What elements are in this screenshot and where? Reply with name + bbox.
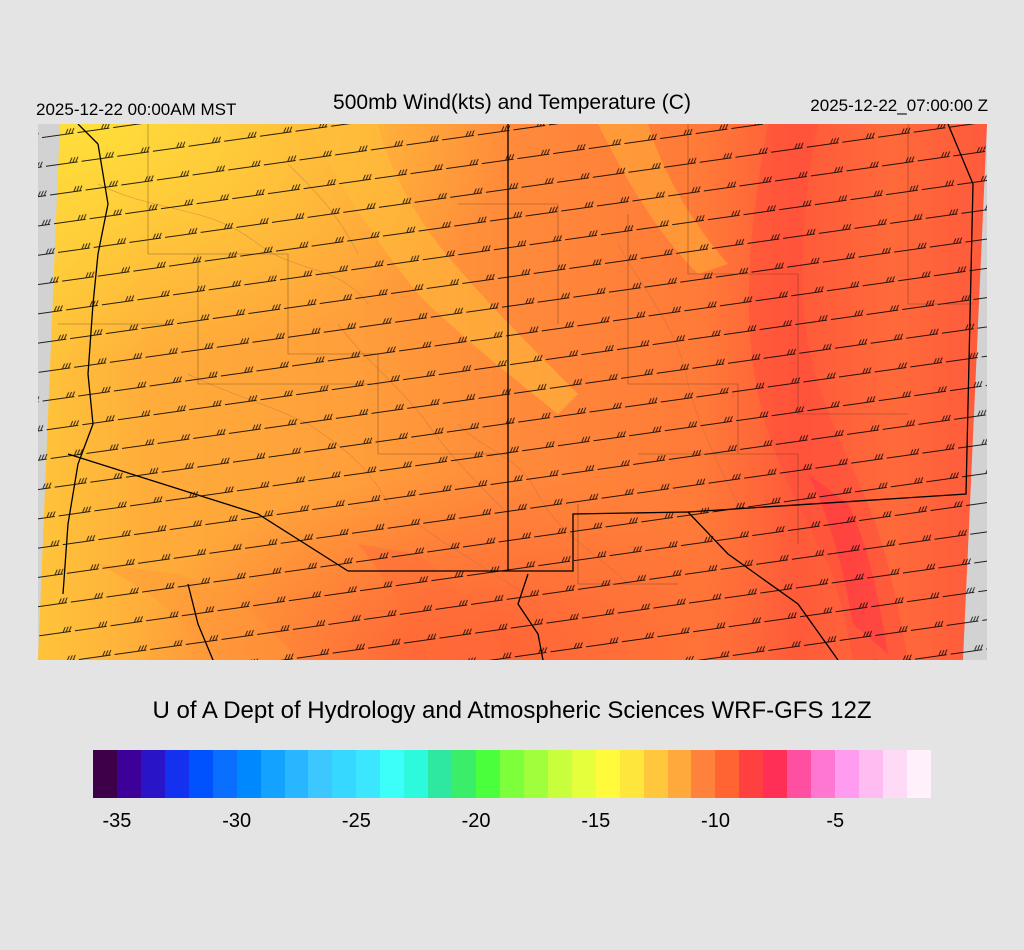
colorbar-swatch bbox=[906, 750, 931, 798]
colorbar-tick-label: -25 bbox=[341, 810, 371, 832]
colorbar-tick-label: -10 bbox=[701, 810, 730, 832]
colorbar-swatch bbox=[284, 750, 309, 798]
colorbar-swatch bbox=[835, 750, 859, 798]
colorbar-tick-labels: -35 -30 -25 -20 -15 -10 -5 bbox=[93, 810, 931, 836]
colorbar-swatch bbox=[547, 750, 572, 798]
colorbar-swatch bbox=[523, 750, 548, 798]
colorbar-tick-label: -5 bbox=[826, 810, 845, 832]
weather-map bbox=[38, 124, 987, 660]
colorbar-swatch bbox=[715, 750, 740, 798]
colorbar-tick-label: -15 bbox=[581, 810, 611, 832]
colorbar-swatch bbox=[308, 750, 333, 798]
colorbar-swatch bbox=[643, 750, 668, 798]
colorbar-swatch bbox=[619, 750, 644, 798]
colorbar-tick-label: -30 bbox=[222, 810, 252, 832]
colorbar-tick-label: -20 bbox=[461, 810, 491, 832]
colorbar-swatch bbox=[380, 750, 405, 798]
colorbar-swatch bbox=[164, 750, 189, 798]
local-time-label: 2025-12-22 00:00AM MST bbox=[36, 100, 237, 119]
colorbar-tick-label: -35 bbox=[102, 810, 132, 832]
colorbar-swatch bbox=[882, 750, 907, 798]
map-title: 500mb Wind(kts) and Temperature (C) bbox=[333, 91, 691, 114]
colorbar-swatch bbox=[476, 750, 500, 798]
colorbar-swatch bbox=[332, 750, 357, 798]
colorbar-swatch bbox=[356, 750, 381, 798]
temperature-colorbar bbox=[93, 750, 931, 798]
colorbar-swatch bbox=[188, 750, 213, 798]
colorbar-swatch bbox=[859, 750, 883, 798]
colorbar-swatch bbox=[212, 750, 237, 798]
colorbar-swatch bbox=[667, 750, 692, 798]
colorbar-swatch bbox=[787, 750, 812, 798]
colorbar-swatch bbox=[93, 750, 117, 798]
colorbar-swatch bbox=[691, 750, 716, 798]
colorbar-swatch bbox=[404, 750, 429, 798]
colorbar-swatch bbox=[140, 750, 165, 798]
colorbar-swatch bbox=[499, 750, 524, 798]
colorbar-swatch bbox=[428, 750, 453, 798]
colorbar-swatch bbox=[763, 750, 788, 798]
colorbar-swatch bbox=[116, 750, 141, 798]
colorbar-swatch bbox=[811, 750, 836, 798]
temperature-wind-map bbox=[38, 124, 987, 660]
colorbar-swatch bbox=[595, 750, 620, 798]
colorbar-swatch bbox=[452, 750, 476, 798]
credit-caption: U of A Dept of Hydrology and Atmospheric… bbox=[152, 697, 872, 724]
valid-time-label: 2025-12-22_07:00:00 Z bbox=[810, 96, 988, 115]
colorbar-swatch bbox=[236, 750, 261, 798]
colorbar-swatch bbox=[571, 750, 596, 798]
colorbar-swatch bbox=[260, 750, 285, 798]
colorbar-swatch bbox=[739, 750, 764, 798]
